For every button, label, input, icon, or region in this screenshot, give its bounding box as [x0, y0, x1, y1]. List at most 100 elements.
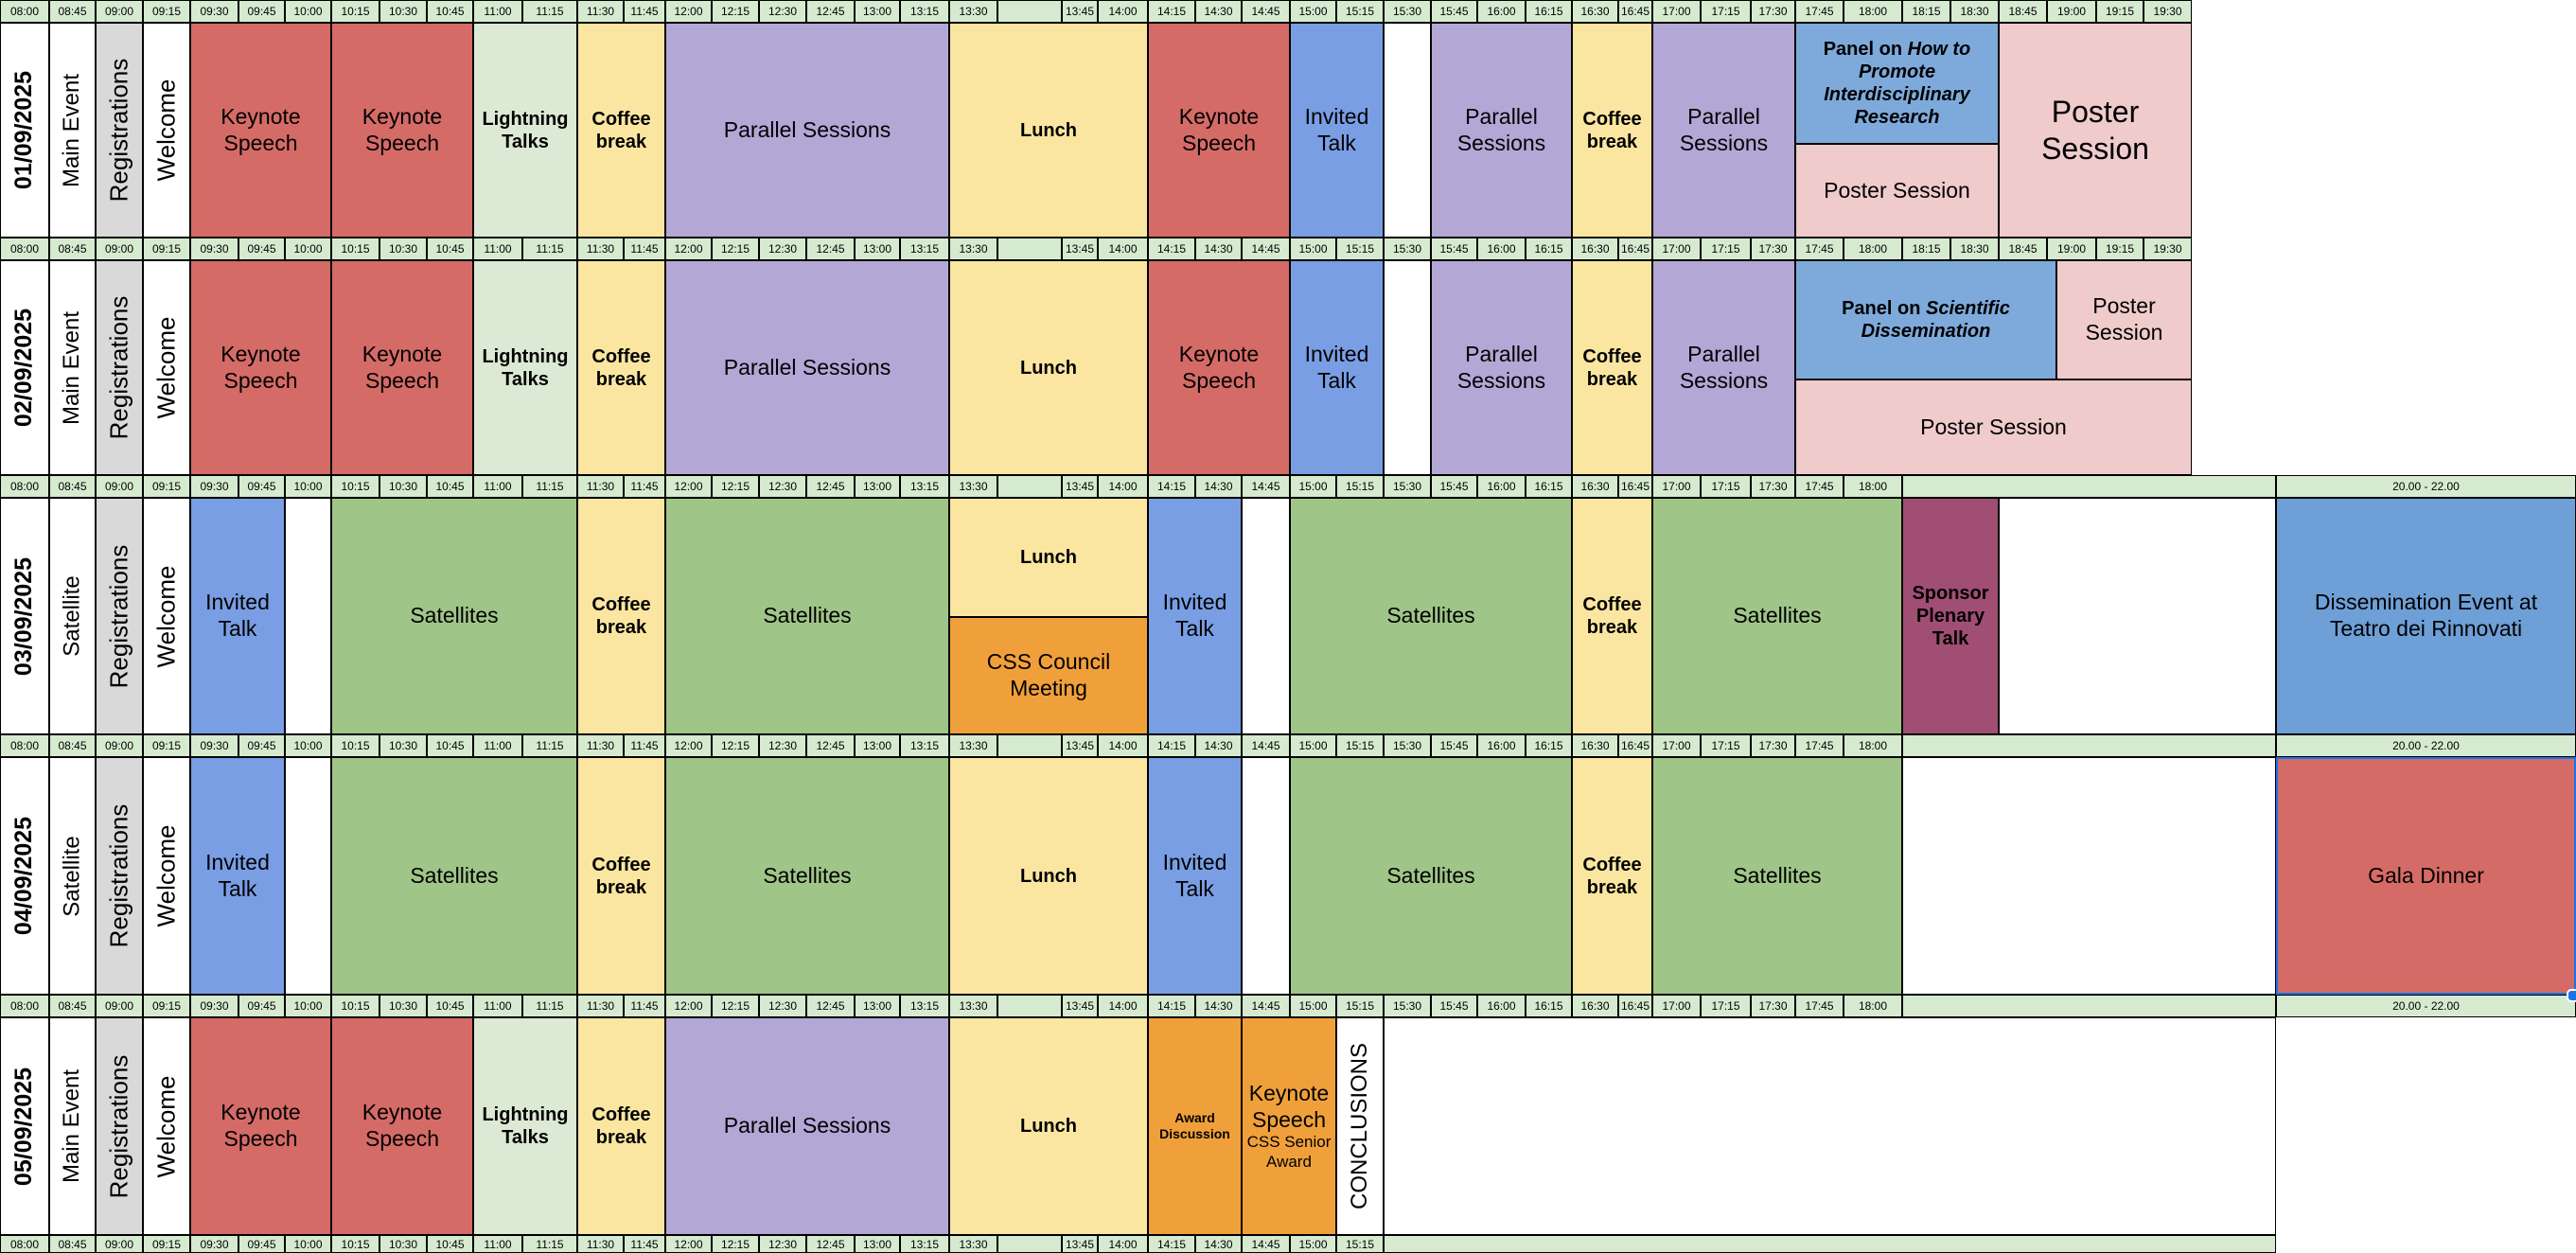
- time-header-cell: 15:30: [1384, 734, 1431, 757]
- welcome-cell[interactable]: Welcome: [143, 1017, 190, 1235]
- coffee-break-block[interactable]: Coffee break: [577, 757, 665, 995]
- empty-slot[interactable]: [1242, 498, 1290, 734]
- satellites-block[interactable]: Satellites: [1290, 757, 1572, 995]
- parallel-sessions-block[interactable]: Parallel Sessions: [1431, 260, 1572, 475]
- parallel-sessions-block[interactable]: Parallel Sessions: [1431, 23, 1572, 238]
- welcome-cell[interactable]: Welcome: [143, 757, 190, 995]
- lunch-block[interactable]: Lunch: [949, 498, 1148, 617]
- keynote-block[interactable]: Keynote Speech: [190, 260, 331, 475]
- sponsor-plenary-talk-block[interactable]: Sponsor Plenary Talk: [1902, 498, 1999, 734]
- session-label: Coffee break: [1582, 108, 1642, 152]
- css-council-meeting-block[interactable]: CSS Council Meeting: [949, 617, 1148, 734]
- satellites-block[interactable]: Satellites: [665, 498, 949, 734]
- empty-slot[interactable]: [1384, 23, 1431, 238]
- welcome-cell[interactable]: Welcome: [143, 498, 190, 734]
- welcome-cell[interactable]: Welcome: [143, 23, 190, 238]
- empty-slot[interactable]: [285, 757, 331, 995]
- keynote-award-block[interactable]: Keynote Speech CSS Senior Award: [1242, 1017, 1336, 1235]
- parallel-sessions-block[interactable]: Parallel Sessions: [665, 23, 949, 238]
- poster-session-block[interactable]: Poster Session: [1795, 144, 1999, 238]
- satellites-block[interactable]: Satellites: [1652, 498, 1902, 734]
- coffee-break-block[interactable]: Coffee break: [577, 260, 665, 475]
- invited-talk-block[interactable]: Invited Talk: [190, 498, 285, 734]
- time-header-cell: 17:30: [1751, 734, 1795, 757]
- registrations-cell[interactable]: Registrations: [96, 260, 143, 475]
- parallel-sessions-block[interactable]: Parallel Sessions: [665, 1017, 949, 1235]
- poster-session-block[interactable]: Poster Session: [2056, 260, 2192, 379]
- time-header-cell: [997, 995, 1062, 1017]
- lunch-block[interactable]: Lunch: [949, 260, 1148, 475]
- satellites-block[interactable]: Satellites: [331, 498, 577, 734]
- award-discussion-block[interactable]: Award Discussion: [1148, 1017, 1242, 1235]
- satellites-block[interactable]: Satellites: [1652, 757, 1902, 995]
- time-header-cell: 13:30: [949, 995, 997, 1017]
- time-header-cell: 15:00: [1290, 1235, 1336, 1253]
- day-date-text: 03/09/2025: [10, 556, 38, 676]
- time-header-cell: 17:30: [1751, 238, 1795, 260]
- invited-talk-block[interactable]: Invited Talk: [1290, 23, 1384, 238]
- panel-block[interactable]: Panel on Scientific Dissemination: [1795, 260, 2056, 379]
- empty-slot[interactable]: [1242, 757, 1290, 995]
- empty-slot[interactable]: [1999, 498, 2276, 734]
- empty-slot[interactable]: [285, 498, 331, 734]
- coffee-break-block[interactable]: Coffee break: [1572, 498, 1652, 734]
- registrations-cell[interactable]: Registrations: [96, 498, 143, 734]
- registrations-cell[interactable]: Registrations: [96, 1017, 143, 1235]
- lunch-block[interactable]: Lunch: [949, 757, 1148, 995]
- keynote-block[interactable]: Keynote Speech: [331, 1017, 473, 1235]
- keynote-block[interactable]: Keynote Speech: [190, 23, 331, 238]
- satellites-block[interactable]: Satellites: [331, 757, 577, 995]
- welcome-cell[interactable]: Welcome: [143, 260, 190, 475]
- keynote-block[interactable]: Keynote Speech: [331, 260, 473, 475]
- coffee-break-block[interactable]: Coffee break: [1572, 757, 1652, 995]
- time-header-cell: 13:30: [949, 0, 997, 23]
- keynote-block[interactable]: Keynote Speech: [190, 1017, 331, 1235]
- session-label: Satellites: [763, 603, 852, 628]
- invited-talk-block[interactable]: Invited Talk: [190, 757, 285, 995]
- day-event-text: Main Event: [59, 1068, 85, 1184]
- lightning-talks-block[interactable]: Lightning Talks: [473, 23, 577, 238]
- coffee-break-block[interactable]: Coffee break: [577, 1017, 665, 1235]
- time-header-cell: 11:45: [624, 0, 665, 23]
- dissemination-event-block[interactable]: Dissemination Event at Teatro dei Rinnov…: [2276, 498, 2576, 734]
- session-label: Coffee break: [1582, 345, 1642, 390]
- empty-slot[interactable]: [1902, 757, 2276, 995]
- invited-talk-block[interactable]: Invited Talk: [1148, 498, 1242, 734]
- invited-talk-block[interactable]: Invited Talk: [1148, 757, 1242, 995]
- satellites-block[interactable]: Satellites: [1290, 498, 1572, 734]
- lunch-block[interactable]: Lunch: [949, 1017, 1148, 1235]
- poster-session-block[interactable]: Poster Session: [1795, 379, 2192, 475]
- parallel-sessions-block[interactable]: Parallel Sessions: [665, 260, 949, 475]
- coffee-break-block[interactable]: Coffee break: [577, 498, 665, 734]
- keynote-block[interactable]: Keynote Speech: [1148, 260, 1290, 475]
- selection-handle[interactable]: [2567, 989, 2576, 1002]
- keynote-block[interactable]: Keynote Speech: [1148, 23, 1290, 238]
- registrations-cell[interactable]: Registrations: [96, 757, 143, 995]
- coffee-break-block[interactable]: Coffee break: [1572, 23, 1652, 238]
- time-header-cell: 18:45: [1999, 238, 2047, 260]
- conclusions-block[interactable]: CONCLUSIONS: [1336, 1017, 1384, 1235]
- lunch-block[interactable]: Lunch: [949, 23, 1148, 238]
- satellites-block[interactable]: Satellites: [665, 757, 949, 995]
- coffee-break-block[interactable]: Coffee break: [1572, 260, 1652, 475]
- parallel-sessions-block[interactable]: Parallel Sessions: [1652, 23, 1795, 238]
- time-header-cell: 10:15: [331, 995, 379, 1017]
- day-event-text: Main Event: [59, 73, 85, 187]
- coffee-break-block[interactable]: Coffee break: [577, 23, 665, 238]
- time-header-cell: 12:30: [759, 734, 806, 757]
- parallel-sessions-block[interactable]: Parallel Sessions: [1652, 260, 1795, 475]
- registrations-cell[interactable]: Registrations: [96, 23, 143, 238]
- lightning-talks-block[interactable]: Lightning Talks: [473, 260, 577, 475]
- empty-slot[interactable]: [1384, 1017, 2276, 1235]
- empty-slot[interactable]: [1384, 260, 1431, 475]
- gala-dinner-block[interactable]: Gala Dinner: [2276, 757, 2576, 995]
- time-header-cell: 11:30: [577, 1235, 624, 1253]
- poster-session-block[interactable]: Poster Session: [1999, 23, 2192, 238]
- lightning-talks-block[interactable]: Lightning Talks: [473, 1017, 577, 1235]
- session-label: Poster Session: [1824, 177, 1970, 203]
- keynote-block[interactable]: Keynote Speech: [331, 23, 473, 238]
- invited-talk-block[interactable]: Invited Talk: [1290, 260, 1384, 475]
- panel-block[interactable]: Panel on How to Promote Interdisciplinar…: [1795, 23, 1999, 144]
- time-header-cell: 18:00: [1844, 995, 1902, 1017]
- time-header-cell: 12:45: [806, 1235, 855, 1253]
